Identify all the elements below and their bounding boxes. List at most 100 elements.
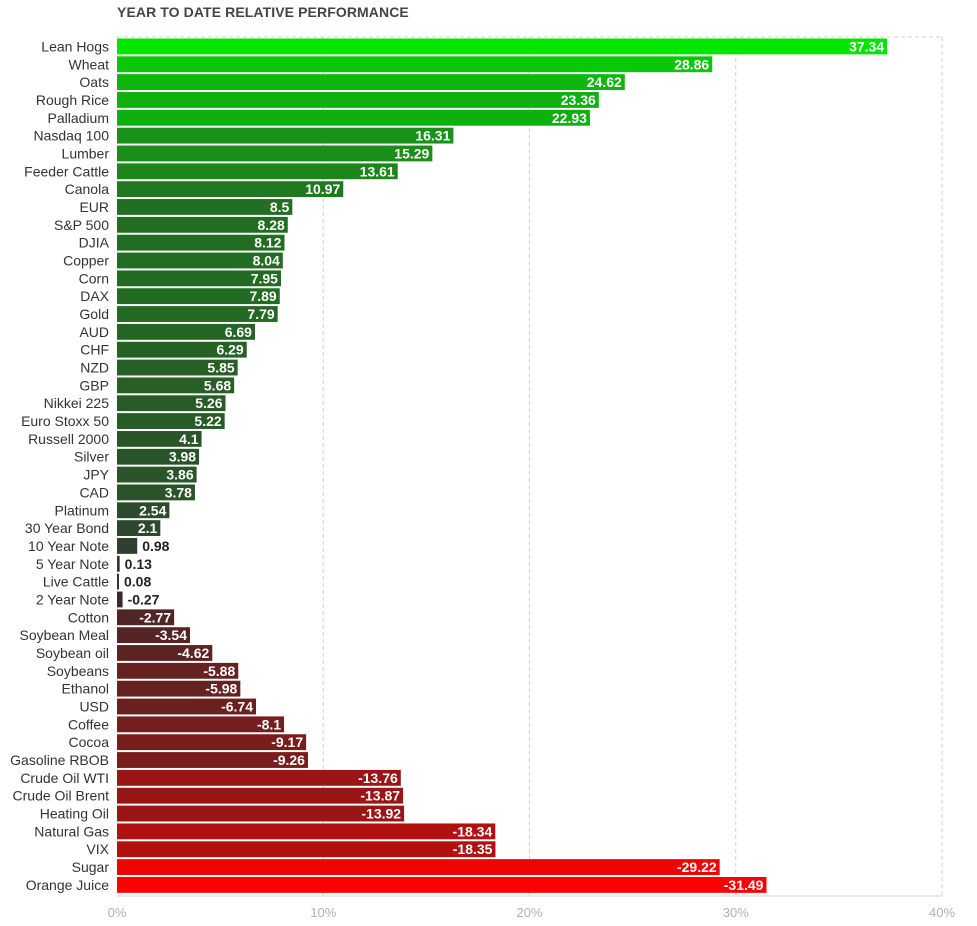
value-label: 5.26 (195, 395, 222, 411)
bar[interactable] (117, 448, 200, 465)
value-label: 7.95 (251, 270, 278, 286)
bar[interactable] (117, 109, 590, 126)
bar[interactable] (117, 323, 255, 340)
category-label: Crude Oil WTI (20, 770, 109, 786)
category-label: Russell 2000 (28, 431, 109, 447)
category-label: Coffee (68, 716, 109, 732)
bar[interactable] (117, 805, 405, 822)
category-label: CAD (79, 484, 109, 500)
value-label: 37.34 (849, 38, 884, 54)
value-label: -6.74 (221, 699, 253, 715)
value-label: -18.34 (453, 823, 493, 839)
value-label: 6.69 (225, 324, 252, 340)
bar[interactable] (117, 127, 454, 144)
category-label: Orange Juice (26, 877, 109, 893)
value-label: 13.61 (360, 163, 395, 179)
category-label: GBP (79, 377, 109, 393)
bar[interactable] (117, 609, 175, 626)
bar[interactable] (117, 484, 195, 501)
value-label: -3.54 (155, 627, 187, 643)
bar[interactable] (117, 145, 433, 162)
bar[interactable] (117, 216, 288, 233)
category-label: CHF (80, 342, 109, 358)
value-label: 5.68 (204, 377, 231, 393)
category-label: Soybean oil (36, 645, 109, 661)
bar[interactable] (117, 520, 161, 537)
bar[interactable] (117, 752, 308, 768)
value-label: 7.79 (247, 306, 274, 322)
value-label: 23.36 (561, 92, 596, 108)
value-label: 0.08 (124, 574, 151, 590)
bar[interactable] (117, 591, 123, 608)
bar[interactable] (117, 555, 120, 572)
bar[interactable] (117, 859, 720, 875)
bar[interactable] (117, 56, 713, 73)
bar[interactable] (117, 92, 599, 108)
category-label: Nasdaq 100 (33, 128, 109, 144)
value-label: -5.98 (205, 681, 237, 697)
value-label: 3.98 (169, 449, 196, 465)
bar[interactable] (117, 413, 225, 429)
category-label: Soybean Meal (19, 627, 109, 643)
bar[interactable] (117, 573, 119, 590)
value-label: 22.93 (552, 110, 587, 126)
category-label: Wheat (69, 56, 110, 72)
bar[interactable] (117, 787, 404, 804)
bar[interactable] (117, 680, 241, 697)
value-label: 2.54 (139, 502, 166, 518)
bar[interactable] (117, 876, 767, 893)
value-label: -4.62 (177, 645, 209, 661)
category-label: Silver (74, 449, 109, 465)
bar[interactable] (117, 288, 280, 305)
value-label: 5.22 (194, 413, 221, 429)
value-label: 0.98 (142, 538, 169, 554)
value-label: 3.86 (166, 467, 193, 483)
category-label: Cotton (68, 609, 109, 625)
bar[interactable] (117, 163, 398, 180)
value-label: -8.1 (257, 716, 281, 732)
bar[interactable] (117, 823, 496, 840)
category-label: VIX (86, 841, 109, 857)
category-label: JPY (83, 467, 109, 483)
bar[interactable] (117, 252, 283, 269)
bar[interactable] (117, 716, 285, 733)
bar[interactable] (117, 270, 281, 287)
bar[interactable] (117, 234, 285, 251)
value-label: 4.1 (179, 431, 199, 447)
value-label: 15.29 (394, 145, 429, 161)
bar[interactable] (117, 359, 238, 376)
value-label: 7.89 (249, 288, 276, 304)
category-label: Corn (79, 270, 109, 286)
bar[interactable] (117, 645, 213, 661)
category-label: Lean Hogs (41, 38, 109, 54)
bar[interactable] (117, 538, 138, 554)
value-label: 8.28 (258, 217, 285, 233)
bar[interactable] (117, 181, 344, 198)
category-label: EUR (79, 199, 109, 215)
category-label: DJIA (79, 235, 110, 251)
category-label: Oats (79, 74, 109, 90)
category-label: Canola (65, 181, 110, 197)
bar[interactable] (117, 341, 247, 358)
bar[interactable] (117, 698, 257, 715)
bar[interactable] (117, 306, 278, 322)
bar[interactable] (117, 430, 202, 447)
value-label: 0.13 (125, 556, 152, 572)
category-label: Feeder Cattle (24, 163, 109, 179)
value-label: -13.76 (358, 770, 398, 786)
bar[interactable] (117, 734, 307, 751)
value-label: 3.78 (165, 484, 192, 500)
bar[interactable] (117, 38, 888, 55)
bar[interactable] (117, 466, 197, 483)
bar[interactable] (117, 769, 401, 786)
bar[interactable] (117, 199, 293, 215)
bar[interactable] (117, 395, 226, 412)
bar[interactable] (117, 627, 191, 644)
bar[interactable] (117, 662, 239, 679)
bar[interactable] (117, 841, 496, 858)
bar[interactable] (117, 502, 170, 519)
bar[interactable] (117, 377, 235, 394)
bar[interactable] (117, 74, 625, 91)
category-label: 2 Year Note (36, 591, 109, 607)
